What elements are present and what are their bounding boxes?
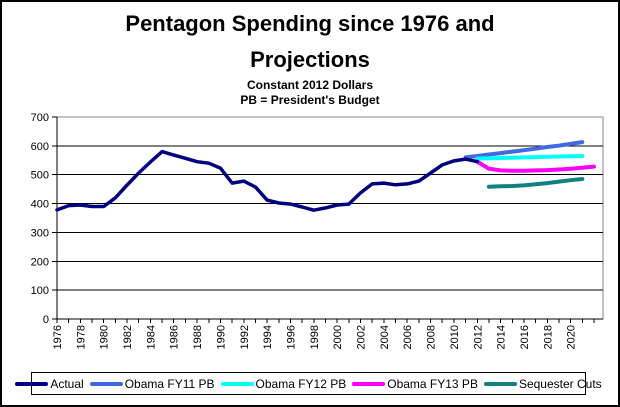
x-axis-label: 2020 (566, 325, 578, 349)
legend-label: Obama FY13 PB (387, 376, 478, 391)
legend-label: Obama FY11 PB (124, 376, 215, 391)
legend-item-actual: Actual (15, 376, 84, 391)
legend-swatch-obama-fy12-pb (220, 381, 254, 386)
legend-swatch-obama-fy13-pb (352, 381, 386, 386)
y-axis-label: 200 (31, 256, 49, 268)
y-axis-label: 400 (31, 199, 49, 211)
x-axis-label: 1986 (169, 325, 181, 349)
chart-subtitle-line-2: PB = President's Budget (240, 93, 380, 107)
legend-item-obama-fy11-pb: Obama FY11 PB (89, 376, 215, 391)
x-axis-label: 2016 (519, 325, 531, 349)
legend-swatch-sequester-cuts (483, 381, 517, 386)
legend-label: Actual (50, 376, 84, 391)
x-axis-label: 1976 (52, 325, 64, 349)
legend-item-sequester-cuts: Sequester Cuts (483, 376, 602, 391)
x-axis-label: 1982 (122, 325, 134, 349)
y-axis-label: 700 (31, 112, 49, 124)
x-axis-label: 2012 (472, 325, 484, 349)
y-axis-label: 0 (43, 314, 49, 326)
x-axis-label: 1988 (192, 325, 204, 349)
chart-subtitle-line-1: Constant 2012 Dollars (246, 78, 374, 92)
x-axis-label: 2006 (402, 325, 414, 349)
plot-border (56, 116, 604, 320)
legend-swatch-actual (15, 381, 49, 386)
legend: Actual Obama FY11 PB Obama FY12 PB Obama FY… (15, 372, 602, 395)
legend-item-obama-fy12-pb: Obama FY12 PB (220, 376, 347, 391)
x-axis-label: 2018 (542, 325, 554, 349)
series-line-obama-fy13-pb (475, 159, 596, 173)
y-axis-label: 500 (31, 170, 49, 182)
series-line-sequester-cuts (486, 177, 585, 189)
series-line-actual (55, 149, 480, 212)
y-axis-label: 600 (31, 141, 49, 153)
chart-title-line-1: Pentagon Spending since 1976 and (125, 11, 495, 36)
chart-titles: Pentagon Spending since 1976 and Project… (0, 6, 620, 108)
legend-label: Sequester Cuts (518, 376, 602, 391)
x-axis-label: 2004 (379, 325, 391, 349)
x-axis-label: 2010 (449, 325, 461, 349)
x-axis-label: 1992 (239, 325, 251, 349)
chart-title-line-2: Projections (250, 47, 370, 72)
legend-item-obama-fy13-pb: Obama FY13 PB (352, 377, 478, 391)
series-line-obama-fy11-pb (463, 140, 585, 160)
legend-swatch-obama-fy11-pb (89, 381, 123, 386)
x-axis-label: 1984 (145, 325, 157, 349)
x-axis-label: 2000 (332, 325, 344, 349)
y-axis-label: 100 (31, 285, 49, 297)
x-axis-label: 2002 (356, 325, 368, 349)
x-axis-label: 1996 (285, 325, 297, 349)
x-axis-label: 1978 (75, 325, 87, 349)
x-axis-label: 1998 (309, 325, 321, 349)
series-line-obama-fy12-pb (475, 154, 585, 161)
y-axis-label: 300 (31, 227, 49, 239)
legend-label: Obama FY12 PB (255, 376, 347, 391)
x-axis-label: 1990 (215, 325, 227, 349)
x-axis-label: 1980 (99, 325, 111, 349)
x-axis-label: 2008 (426, 325, 438, 349)
x-axis-label: 2014 (496, 325, 508, 349)
x-axis-label: 1994 (262, 325, 274, 349)
